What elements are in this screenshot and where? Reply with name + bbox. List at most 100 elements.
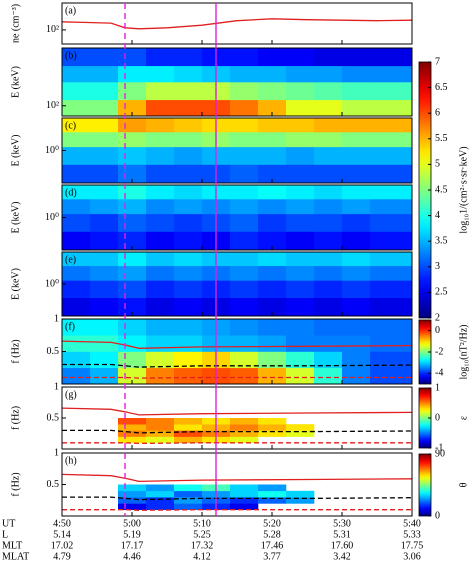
x-tick-label: 5:20 (263, 518, 281, 529)
heatmap-cell (118, 497, 147, 504)
orbit-value: 17.75 (401, 540, 424, 551)
heatmap-cell (286, 164, 315, 184)
orbit-value: 17.02 (51, 540, 74, 551)
heatmap-cell (62, 131, 91, 148)
heatmap-cell (90, 146, 119, 165)
heatmap-cell (230, 319, 259, 336)
overlay-line (61, 340, 413, 349)
heatmap-cell (118, 418, 147, 425)
panel-frame (61, 2, 413, 45)
heatmap-cell (90, 231, 119, 251)
colorbar-tick-label: 2.5 (435, 287, 448, 298)
heatmap-cell (286, 297, 315, 317)
orbit-value: 17.60 (331, 540, 354, 551)
overlay-line (61, 473, 413, 483)
y-axis-label: E (keV) (10, 202, 21, 234)
heatmap-cell (118, 65, 147, 83)
heatmap-cell (258, 424, 287, 431)
heatmap-cell (62, 280, 91, 299)
heatmap-cell (146, 146, 175, 165)
heatmap-cell (258, 280, 287, 299)
colorbar-tick-label: 7 (435, 56, 440, 67)
heatmap-cell (174, 65, 203, 83)
heatmap-cell (174, 490, 203, 498)
heatmap-cell (286, 351, 315, 369)
orbit-value: 5.14 (53, 529, 71, 540)
row-label: MLAT (2, 551, 29, 562)
heatmap-cell (230, 131, 259, 148)
colorbar-tick-label: -1 (435, 442, 443, 453)
heatmap-cell (286, 335, 315, 352)
heatmap-cell (370, 164, 413, 184)
heatmap-cell (90, 252, 119, 267)
y-axis-label: ne (cm⁻³) (10, 4, 21, 43)
heatmap-cell (230, 280, 259, 299)
colorbar-tick-label: 0 (435, 510, 440, 521)
heatmap-cell (118, 185, 147, 200)
heatmap-cell (286, 65, 315, 83)
heatmap-cell (174, 99, 203, 117)
orbit-value: 17.32 (191, 540, 214, 551)
heatmap-cell (258, 99, 287, 117)
heatmap-cell (314, 231, 343, 251)
y-tick-label: 1 (54, 381, 59, 392)
heatmap-cell (314, 118, 343, 133)
overlay-line (62, 496, 413, 501)
x-tick-label: 5:00 (123, 518, 141, 529)
heatmap-cell (174, 367, 203, 385)
colorbar-tick-label: 1 (435, 382, 440, 393)
overlay-line (62, 429, 413, 434)
heatmap-cell (258, 297, 287, 317)
heatmap-cell (146, 118, 175, 133)
heatmap-cell (342, 351, 371, 369)
heatmap-cell (314, 99, 343, 117)
heatmap-cell (258, 146, 287, 165)
heatmap-cell (174, 436, 203, 444)
heatmap-cell (118, 436, 147, 444)
heatmap-cell (314, 198, 343, 215)
heatmap-cell (146, 198, 175, 215)
heatmap-cell (62, 319, 91, 336)
heatmap-cell (174, 280, 203, 299)
row-label: UT (2, 518, 15, 529)
colorbar-tick-label: 0 (435, 412, 440, 423)
heatmap-cell (174, 418, 203, 425)
heatmap-cell (286, 280, 315, 299)
heatmap-cell (342, 297, 371, 317)
colorbar-tick-label: 5 (435, 159, 440, 170)
orbit-value: 3.06 (403, 551, 421, 562)
heatmap-cell (342, 252, 371, 267)
y-tick-label: 10² (46, 100, 59, 111)
heatmap-cell (62, 185, 91, 200)
heatmap-cell (62, 48, 91, 67)
heatmap-cell (258, 490, 287, 498)
heatmap-cell (258, 48, 287, 67)
orbit-value: 17.46 (261, 540, 284, 551)
heatmap-cell (62, 198, 91, 215)
heatmap-cell (90, 335, 119, 352)
heatmap-cell (342, 131, 371, 148)
heatmap-cell (370, 319, 413, 336)
heatmap-cell (286, 319, 315, 336)
y-tick-label: 10² (46, 24, 59, 35)
heatmap-cell (314, 351, 343, 369)
heatmap-cell (118, 335, 147, 352)
orbit-value: 4.46 (123, 551, 141, 562)
heatmap-cell (146, 213, 175, 232)
heatmap-cell (258, 252, 287, 267)
heatmap-cell (370, 185, 413, 200)
heatmap-cell (146, 65, 175, 83)
heatmap-cell (370, 231, 413, 251)
heatmap-cell (342, 185, 371, 200)
heatmap-cell (146, 436, 175, 444)
heatmap-cell (342, 319, 371, 336)
heatmap-cell (174, 297, 203, 317)
heatmap-cell (370, 118, 413, 133)
heatmap-cell (370, 280, 413, 299)
heatmap-cell (370, 297, 413, 317)
heatmap-cell (62, 252, 91, 267)
heatmap-cell (314, 319, 343, 336)
heatmap-cell (230, 351, 259, 369)
heatmap-cell (118, 280, 147, 299)
